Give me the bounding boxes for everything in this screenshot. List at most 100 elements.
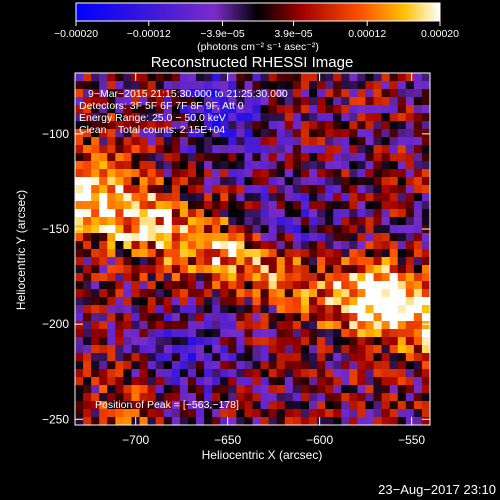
heatmap-cell [413, 241, 423, 250]
heatmap-cell [260, 209, 270, 218]
heatmap-cell [268, 193, 278, 202]
heatmap-cell [244, 145, 253, 154]
heatmap-cell [357, 177, 366, 186]
heatmap-cell [260, 329, 270, 338]
heatmap-cell [115, 217, 124, 226]
heatmap-cell [123, 161, 132, 170]
heatmap-cell [325, 361, 334, 370]
heatmap-cell [163, 73, 173, 82]
heatmap-cell [284, 97, 294, 106]
heatmap-cell [163, 89, 173, 98]
heatmap-cell [268, 305, 278, 314]
heatmap-cell [381, 297, 391, 306]
heatmap-cell [155, 289, 165, 298]
heatmap-cell [421, 353, 430, 362]
heatmap-cell [389, 137, 399, 146]
heatmap-cell [187, 97, 197, 106]
heatmap-cell [187, 113, 197, 122]
heatmap-cell [147, 361, 157, 370]
heatmap-cell [325, 401, 334, 410]
heatmap-cell [365, 361, 375, 370]
heatmap-cell [317, 185, 326, 194]
heatmap-cell [131, 137, 141, 146]
heatmap-cell [421, 305, 430, 314]
heatmap-cell [115, 113, 124, 122]
heatmap-cell [276, 385, 286, 394]
heatmap-cell [115, 273, 124, 282]
heatmap-cell [252, 97, 262, 106]
heatmap-cell [268, 393, 278, 402]
heatmap-cell [204, 225, 213, 234]
heatmap-cell [155, 401, 165, 410]
heatmap-cell [421, 161, 430, 170]
heatmap-cell [300, 401, 310, 410]
heatmap-cell [365, 313, 375, 322]
heatmap-cell [373, 313, 383, 322]
heatmap-cell [187, 393, 197, 402]
heatmap-cell [276, 185, 286, 194]
heatmap-cell [91, 345, 100, 354]
heatmap-cell [187, 129, 197, 138]
heatmap-cell [325, 81, 334, 90]
heatmap-cell [91, 89, 100, 98]
heatmap-cell [220, 201, 229, 210]
heatmap-cell [171, 153, 181, 162]
heatmap-cell [139, 169, 149, 178]
heatmap-cell [107, 297, 116, 306]
heatmap-cell [139, 201, 149, 210]
heatmap-cell [357, 241, 366, 250]
heatmap-cell [260, 385, 270, 394]
heatmap-cell [187, 217, 197, 226]
heatmap-cell [308, 185, 318, 194]
heatmap-cell [236, 337, 245, 346]
heatmap-cell [163, 289, 173, 298]
heatmap-cell [196, 305, 205, 314]
heatmap-cell [333, 177, 342, 186]
heatmap-cell [333, 369, 342, 378]
heatmap-cell [83, 105, 92, 114]
heatmap-cell [147, 393, 157, 402]
heatmap-cell [155, 393, 165, 402]
heatmap-cell [99, 329, 108, 338]
heatmap-cell [413, 385, 423, 394]
heatmap-cell [357, 257, 366, 266]
heatmap-cell [212, 345, 221, 354]
heatmap-cell [405, 273, 415, 282]
heatmap-cell [284, 305, 294, 314]
heatmap-cell [196, 377, 205, 386]
heatmap-cell [389, 321, 399, 330]
heatmap-cell [413, 377, 423, 386]
heatmap-cell [196, 297, 205, 306]
heatmap-cell [179, 377, 189, 386]
heatmap-cell [284, 153, 294, 162]
heatmap-cell [349, 409, 358, 418]
heatmap-cell [365, 345, 375, 354]
heatmap-cell [220, 393, 229, 402]
heatmap-cell [107, 409, 116, 418]
heatmap-cell [123, 377, 132, 386]
heatmap-cell [131, 113, 141, 122]
heatmap-cell [83, 241, 92, 250]
heatmap-cell [252, 393, 262, 402]
heatmap-cell [349, 401, 358, 410]
heatmap-cell [99, 161, 108, 170]
heatmap-cell [139, 273, 149, 282]
heatmap-cell [123, 233, 132, 242]
heatmap-cell [107, 177, 116, 186]
heatmap-cell [204, 257, 213, 266]
heatmap-cell [131, 337, 141, 346]
heatmap-cell [83, 81, 92, 90]
heatmap-cell [179, 97, 189, 106]
heatmap-cell [292, 81, 302, 90]
heatmap-cell [292, 193, 302, 202]
heatmap-cell [260, 281, 270, 290]
heatmap-cell [212, 201, 221, 210]
heatmap-cell [357, 209, 366, 218]
heatmap-cell [381, 73, 391, 82]
heatmap-cell [155, 329, 165, 338]
heatmap-cell [171, 257, 181, 266]
heatmap-cell [196, 145, 205, 154]
heatmap-cell [123, 217, 132, 226]
footer-date: 23−Aug−2017 23:10 [378, 482, 496, 497]
heatmap-cell [260, 177, 270, 186]
